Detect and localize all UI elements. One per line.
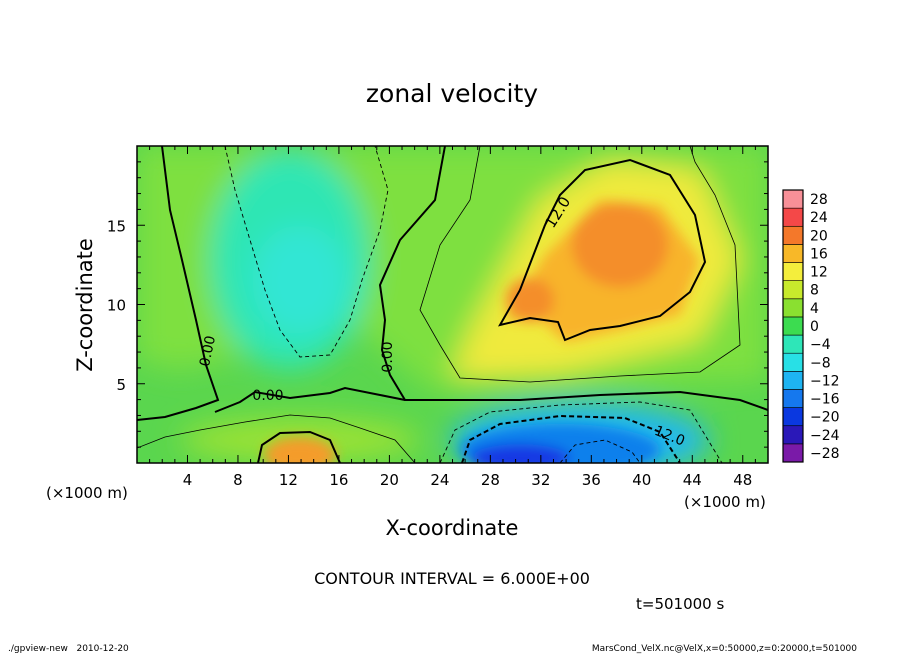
x-tick-label: 44	[683, 471, 702, 489]
footer-right: MarsCond_VelX.nc@VelX,x=0:50000,z=0:2000…	[592, 644, 857, 654]
colorbar-swatch	[782, 443, 804, 463]
contour-zero-lower	[214, 386, 406, 413]
colorbar-label: −4	[810, 337, 831, 353]
y-tick-label: 10	[107, 297, 126, 315]
colorbar-label: −24	[810, 428, 840, 444]
x-tick-label: 48	[733, 471, 752, 489]
colorbar-swatch	[782, 189, 804, 209]
colorbar-swatch	[782, 407, 804, 427]
x-tick-label: 24	[430, 471, 449, 489]
colorbar-swatch	[782, 389, 804, 408]
colorbar-label: 0	[810, 319, 819, 335]
footer-left: ./gpview-new 2010-12-20	[8, 644, 129, 654]
y-tick-label: 5	[116, 376, 126, 394]
contour-zero-left	[137, 146, 220, 421]
time-label: t=501000 s	[636, 595, 724, 613]
x-tick-label: 12	[279, 471, 298, 489]
x-tick-label: 40	[632, 471, 651, 489]
contour-neg-six-left	[224, 146, 389, 358]
y-tick-label: 15	[107, 217, 126, 235]
colorbar-label: 20	[810, 228, 828, 244]
x-tick-label: 32	[531, 471, 550, 489]
colorbar-label: 28	[810, 192, 828, 208]
colorbar-swatch	[782, 298, 804, 318]
colorbar-swatch	[782, 280, 804, 300]
field-region-cyan-core	[252, 225, 348, 335]
colorbar-frame	[782, 189, 804, 463]
colorbar-swatch	[782, 316, 804, 336]
x-axis-ticks: 4 8 12 16 20 24 28 32 36 40 44 48	[149, 146, 756, 489]
colorbar-label: −28	[810, 446, 840, 462]
colorbar-swatch	[782, 225, 804, 245]
x-tick-label: 36	[582, 471, 601, 489]
contour-six-lower	[137, 414, 416, 463]
colorbar-label: 8	[810, 283, 819, 299]
plot-area: 0.00 0.00 0.00 12.0 12.0	[137, 146, 768, 463]
colorbar-label: −20	[810, 410, 840, 426]
colorbar-swatch	[782, 352, 804, 372]
colorbar: −28 −24 −20 −16 −12 −8 −4 0 4 8 12 16 20 24 28	[782, 189, 840, 463]
x-unit-label-right: (×1000 m)	[684, 493, 766, 511]
contour-twelve-upper	[497, 158, 707, 342]
contour-interval-label: CONTOUR INTERVAL = 6.000E+00	[314, 569, 590, 588]
colorbar-label: 24	[810, 210, 828, 226]
colorbar-swatch	[782, 334, 804, 354]
contour-twelve-lower	[257, 430, 341, 463]
x-tick-label: 20	[380, 471, 399, 489]
colorbar-label: 12	[810, 265, 828, 281]
colorbar-label: −16	[810, 392, 840, 408]
y-axis-label: Z-coordinate	[73, 238, 97, 372]
contour-label-zero-left: 0.00	[197, 334, 219, 368]
contour-label-zero-lower: 0.00	[252, 388, 283, 404]
x-axis-label: X-coordinate	[386, 516, 519, 540]
colorbar-swatch	[782, 244, 804, 263]
contour-neg-eighteen	[559, 439, 641, 463]
contour-zero-middle	[378, 146, 768, 411]
contour-neg-six-lower	[439, 401, 723, 463]
colorbar-label: 16	[810, 246, 828, 262]
field-region-lower-orange	[264, 437, 336, 463]
x-tick-label: 28	[481, 471, 500, 489]
contour-neg-twelve	[461, 414, 681, 463]
colorbar-label: −8	[810, 355, 831, 371]
x-tick-label: 8	[233, 471, 243, 489]
colorbar-swatch	[782, 425, 804, 445]
chart-title: zonal velocity	[366, 79, 538, 108]
colorbar-swatch	[782, 207, 804, 227]
x-tick-label: 4	[183, 471, 193, 489]
field-region-blue-deep	[470, 444, 570, 463]
field-region-orange-core	[572, 203, 668, 287]
x-tick-label: 16	[329, 471, 348, 489]
y-axis-ticks: 5 10 15	[107, 161, 768, 448]
contour-lines	[137, 146, 768, 463]
colorbar-label: −12	[810, 373, 840, 389]
contour-label-zero-middle: 0.00	[380, 341, 396, 372]
colorbar-swatch	[782, 371, 804, 390]
field-region-orange-core2	[506, 278, 554, 322]
colorbar-swatch	[782, 262, 804, 281]
colorbar-label: 4	[810, 301, 819, 317]
contour-six-upper	[419, 146, 741, 383]
x-unit-label-left: (×1000 m)	[46, 484, 128, 502]
